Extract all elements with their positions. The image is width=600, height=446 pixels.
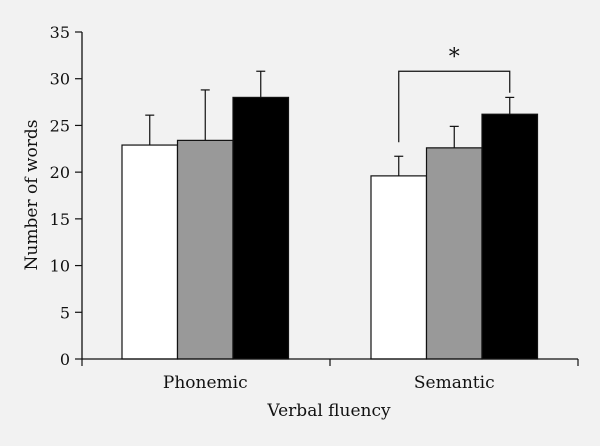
ticks-layer: 0 5 10 15 20 25 30 35 Phonemic Semantic — [50, 23, 579, 393]
annotation-layer: * — [398, 45, 511, 143]
y-tick-label-7: 35 — [50, 23, 70, 42]
bar-series-1-category-0 — [176, 139, 234, 360]
y-tick-label-5: 25 — [50, 116, 70, 135]
error-bars-layer — [145, 70, 515, 176]
bar-series-0-category-1 — [370, 175, 428, 360]
bar-series-0-category-0 — [121, 144, 179, 360]
bar-series-2-category-0 — [232, 96, 290, 360]
y-tick-label-2: 10 — [50, 257, 70, 276]
x-category-label-1: Semantic — [414, 373, 495, 393]
y-tick-label-0: 0 — [60, 350, 70, 369]
x-category-label-0: Phonemic — [163, 373, 248, 393]
x-axis-label: Verbal fluency — [266, 401, 391, 421]
bars-layer — [121, 96, 539, 360]
y-axis-label: Number of words — [22, 120, 42, 271]
bar-series-2-category-1 — [481, 113, 539, 360]
y-tick-label-3: 15 — [50, 210, 70, 229]
y-tick-label-1: 5 — [60, 303, 70, 322]
y-tick-label-4: 20 — [50, 163, 70, 182]
significance-star-0: * — [449, 45, 460, 70]
bar-series-1-category-1 — [425, 147, 483, 360]
y-tick-label-6: 30 — [50, 70, 70, 89]
significance-bracket-0 — [398, 70, 511, 143]
